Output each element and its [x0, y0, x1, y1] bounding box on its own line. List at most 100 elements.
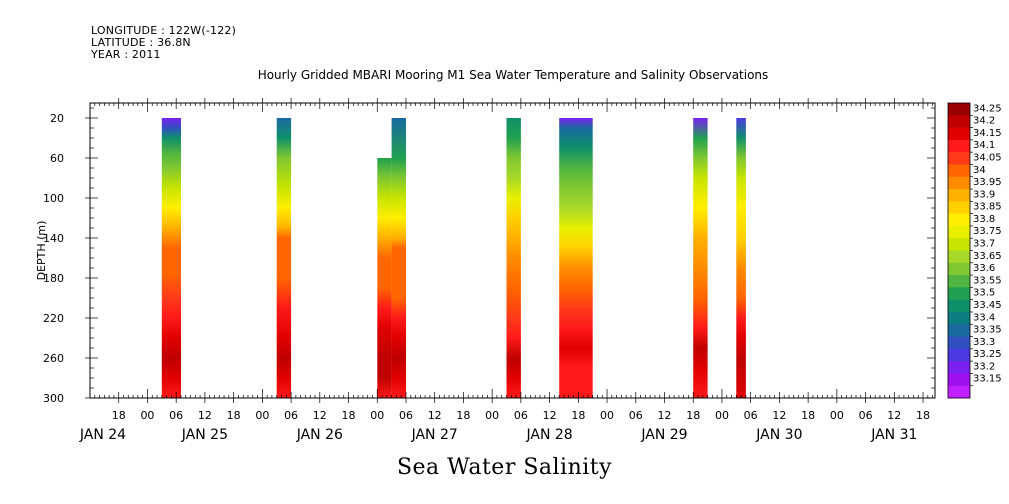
- colorbar-label: 33.35: [973, 325, 1002, 336]
- data-segments: [161, 118, 746, 398]
- colorbar-swatch: [948, 262, 970, 276]
- x-axis: 18 00 06 12 18 00 06 12 18 00 06 12 18 00 06 12 18 00 06 12…: [79, 98, 933, 443]
- y-axis-label: DEPTH (m): [35, 221, 48, 281]
- colorbar-swatch: [948, 238, 970, 251]
- y-tick-label: 140: [43, 232, 64, 245]
- colorbar-label: 33.5: [973, 288, 995, 299]
- chart-title: Hourly Gridded MBARI Mooring M1 Sea Wate…: [257, 68, 769, 82]
- colorbar-label: 34.2: [973, 116, 995, 127]
- x-tick-label: 00: [370, 409, 384, 422]
- colorbar-swatch: [948, 201, 970, 214]
- colorbar-label: 33.4: [973, 312, 995, 323]
- x-tick-label: 00: [600, 409, 614, 422]
- colorbar-swatch: [948, 103, 970, 116]
- colorbar-label: 33.25: [973, 349, 1002, 360]
- colorbar: 34.2534.234.1534.134.053433.9533.933.853…: [947, 102, 1002, 399]
- colorbar-label: 33.6: [973, 263, 995, 274]
- y-tick-label: 300: [43, 392, 64, 405]
- colorbar-label: 33.15: [973, 374, 1002, 385]
- colorbar-label: 33.65: [973, 251, 1002, 262]
- colorbar-swatch: [948, 176, 970, 190]
- data-segment: [161, 118, 181, 398]
- colorbar-swatch: [948, 213, 970, 227]
- colorbar-label: 34.25: [973, 103, 1002, 114]
- colorbar-swatch: [948, 373, 970, 387]
- x-tick-label: 06: [514, 409, 528, 422]
- colorbar-label: 33.2: [973, 361, 995, 372]
- colorbar-label: 33.55: [973, 275, 1002, 286]
- data-segment: [736, 118, 746, 398]
- x-date-label: JAN 24: [79, 427, 126, 443]
- y-tick-label: 180: [43, 272, 64, 285]
- colorbar-label: 33.7: [973, 239, 995, 250]
- y-axis: 20 60 100 140 180 220 260 300 DEPTH (m): [35, 107, 935, 405]
- x-date-label: JAN 26: [296, 427, 343, 443]
- colorbar-label: 33.85: [973, 202, 1002, 213]
- x-tick-label: 12: [428, 409, 442, 422]
- data-segment: [276, 118, 292, 398]
- colorbar-label: 34.05: [973, 152, 1002, 163]
- colorbar-label: 33.95: [973, 177, 1002, 188]
- x-tick-label: 00: [830, 409, 844, 422]
- x-tick-label: 12: [543, 409, 557, 422]
- x-tick-label: 18: [456, 409, 470, 422]
- colorbar-swatch: [948, 275, 970, 288]
- y-tick-label: 20: [50, 112, 64, 125]
- year-label: YEAR : 2011: [91, 48, 161, 61]
- y-tick-label: 60: [50, 152, 64, 165]
- x-date-label: JAN 27: [411, 427, 458, 443]
- salinity-chart: 18 00 06 12 18 00 06 12 18 00 06 12 18 00 06 12 18 00 06 12…: [35, 98, 1002, 443]
- y-tick-label: 260: [43, 352, 64, 365]
- data-segment: [391, 118, 406, 398]
- x-tick-label: 12: [313, 409, 327, 422]
- variable-name: Sea Water Salinity: [396, 455, 613, 480]
- x-tick-label: 06: [399, 409, 413, 422]
- x-tick-label: 12: [887, 409, 901, 422]
- colorbar-swatch: [948, 225, 970, 239]
- colorbar-swatch: [948, 115, 970, 128]
- x-tick-label: 18: [112, 409, 126, 422]
- colorbar-label: 34: [973, 165, 986, 176]
- data-segment: [559, 118, 593, 398]
- plot-frame: [89, 102, 936, 399]
- colorbar-label: 33.45: [973, 300, 1002, 311]
- x-tick-label: 18: [227, 409, 241, 422]
- colorbar-swatch: [948, 250, 970, 264]
- x-tick-label: 12: [658, 409, 672, 422]
- x-tick-label: 06: [629, 409, 643, 422]
- x-date-label: JAN 28: [526, 427, 573, 443]
- x-tick-label: 18: [916, 409, 930, 422]
- x-tick-label: 06: [744, 409, 758, 422]
- x-tick-label: 00: [715, 409, 729, 422]
- colorbar-swatch: [948, 139, 970, 153]
- longitude-label: LONGITUDE : 122W(-122): [91, 24, 237, 37]
- x-tick-label: 06: [284, 409, 298, 422]
- x-tick-label: 12: [772, 409, 786, 422]
- colorbar-swatch: [948, 361, 970, 374]
- x-tick-label: 18: [686, 409, 700, 422]
- y-tick-label: 220: [43, 312, 64, 325]
- colorbar-label: 33.3: [973, 337, 995, 348]
- data-segment: [377, 158, 392, 398]
- x-tick-label: 00: [485, 409, 499, 422]
- colorbar-label: 34.15: [973, 128, 1002, 139]
- colorbar-swatch: [948, 164, 970, 178]
- x-tick-label: 18: [342, 409, 356, 422]
- colorbar-label: 34.1: [973, 140, 995, 151]
- colorbar-label: 33.75: [973, 226, 1002, 237]
- colorbar-label: 33.9: [973, 189, 995, 200]
- x-date-label: JAN 25: [181, 427, 228, 443]
- x-tick-label: 06: [859, 409, 873, 422]
- x-tick-label: 18: [801, 409, 815, 422]
- latitude-label: LATITUDE : 36.8N: [91, 36, 191, 49]
- colorbar-swatch: [948, 311, 970, 325]
- colorbar-swatch: [948, 299, 970, 313]
- colorbar-swatch: [948, 324, 970, 337]
- x-tick-label: 12: [198, 409, 212, 422]
- x-tick-label: 18: [571, 409, 585, 422]
- data-segment: [506, 118, 521, 398]
- x-date-label: JAN 29: [640, 427, 687, 443]
- x-tick-label: 06: [169, 409, 183, 422]
- colorbar-label: 33.8: [973, 214, 995, 225]
- x-tick-label: 00: [255, 409, 269, 422]
